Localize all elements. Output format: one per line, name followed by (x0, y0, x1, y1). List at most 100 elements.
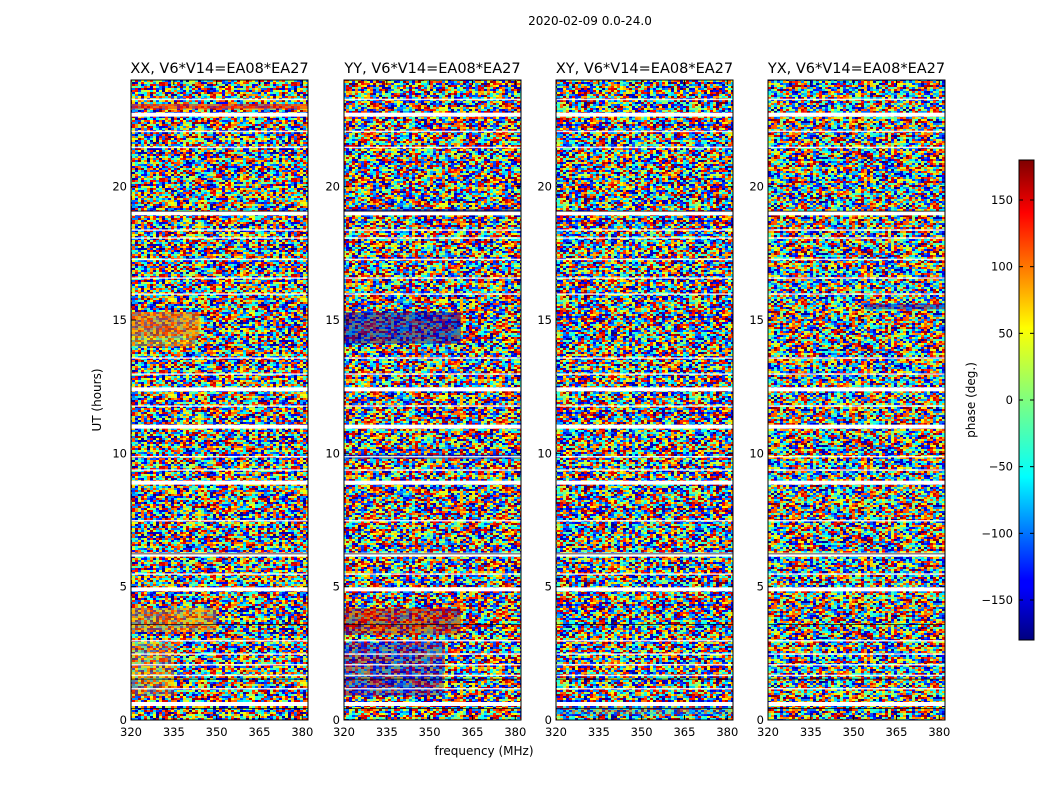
suptitle: 2020-02-09 0.0-24.0 (528, 14, 652, 28)
x-tick-label: 320 (120, 725, 142, 739)
flagged-row (131, 146, 308, 149)
y-tick-label: 5 (333, 580, 340, 594)
flagged-row (131, 277, 308, 279)
y-tick-label: 15 (112, 313, 127, 327)
flagged-band (556, 587, 733, 592)
flagged-row (344, 98, 521, 101)
phase-heatmap (768, 80, 945, 720)
edge-row (768, 210, 945, 212)
flagged-band (768, 702, 945, 706)
flagged-band (768, 112, 945, 117)
phase-feature (556, 706, 733, 715)
flagged-row (344, 573, 521, 575)
flagged-row (556, 640, 733, 642)
flagged-band (556, 387, 733, 392)
flagged-row (768, 277, 945, 279)
y-tick-label: 15 (749, 313, 764, 327)
flagged-band (131, 387, 308, 392)
y-tick-label: 10 (325, 446, 340, 460)
x-tick-label: 350 (843, 725, 865, 739)
x-tick-label: 320 (757, 725, 779, 739)
flagged-row (556, 237, 733, 239)
x-tick-label: 365 (461, 725, 483, 739)
panel-frame (555, 79, 734, 721)
phase-feature (131, 608, 217, 632)
y-axis-label: UT (hours) (90, 368, 104, 431)
phase-feature (131, 336, 197, 347)
flagged-row (344, 373, 521, 375)
panel-xy: XY, V6*V14=EA08*EA27 320 335 350 365 380 0 5 10 1… (537, 61, 738, 739)
flagged-row (131, 229, 308, 231)
flagged-row (768, 674, 945, 677)
flagged-row (556, 146, 733, 149)
flagged-band (768, 552, 945, 557)
flagged-row (131, 674, 308, 677)
edge-row (556, 210, 733, 212)
flagged-row (344, 653, 521, 655)
flagged-band (344, 387, 521, 392)
y-tick-label: 0 (120, 713, 127, 727)
flagged-band (344, 587, 521, 592)
flagged-row (556, 520, 733, 522)
phase-feature (131, 642, 174, 696)
flagged-row (768, 456, 945, 458)
edge-row (344, 678, 521, 680)
edge-row (556, 624, 733, 625)
x-tick-label: 380 (928, 725, 950, 739)
phase-feature (344, 608, 462, 635)
y-tick-label: 20 (749, 180, 764, 194)
colorbar-tick-label: −50 (989, 460, 1013, 474)
flagged-row (556, 664, 733, 666)
flagged-band (131, 480, 308, 485)
panel-xx: XX, V6*V14=EA08*EA27 320 335 350 365 380 0 5 10 1… (112, 61, 313, 739)
edge-row (556, 678, 733, 680)
x-tick-label: 320 (333, 725, 355, 739)
flagged-row (768, 293, 945, 295)
flagged-band (556, 424, 733, 429)
flagged-row (344, 258, 521, 261)
flagged-row (131, 98, 308, 101)
colorbar-label: phase (deg.) (964, 362, 978, 438)
flagged-band (131, 702, 308, 706)
flagged-row (344, 146, 521, 149)
colorbar-tick-label: 0 (1006, 393, 1013, 407)
flagged-row (556, 674, 733, 677)
y-tick-label: 0 (757, 713, 764, 727)
panel-frame (130, 79, 309, 721)
flagged-row (344, 293, 521, 295)
y-tick-label: 10 (749, 446, 764, 460)
colorbar: 150 100 50 0 −50 −100 −150 phase (deg.) (964, 159, 1035, 641)
panel-yx: YX, V6*V14=EA08*EA27 320 335 350 365 380 0 5 10 1… (749, 61, 950, 739)
flagged-row (768, 405, 945, 407)
flagged-row (556, 277, 733, 279)
y-tick-label: 20 (325, 180, 340, 194)
flagged-row (768, 653, 945, 655)
x-tick-label: 365 (885, 725, 907, 739)
flagged-row (768, 520, 945, 522)
flagged-row (344, 229, 521, 231)
x-tick-label: 365 (673, 725, 695, 739)
flagged-band (131, 552, 308, 557)
x-tick-label: 380 (291, 725, 313, 739)
flagged-band (344, 424, 521, 429)
flagged-row (131, 573, 308, 575)
flagged-row (344, 357, 521, 359)
x-tick-label: 350 (631, 725, 653, 739)
flagged-row (556, 293, 733, 295)
x-tick-label: 320 (545, 725, 567, 739)
edge-row (768, 624, 945, 625)
flagged-row (768, 373, 945, 375)
flagged-row (131, 293, 308, 295)
x-tick-label: 350 (419, 725, 441, 739)
colorbar-tick-label: 150 (991, 193, 1013, 207)
flagged-row (344, 405, 521, 407)
phase-feature (344, 312, 462, 344)
flagged-band (768, 480, 945, 485)
x-tick-label: 380 (716, 725, 738, 739)
y-tick-label: 15 (325, 313, 340, 327)
phase-heatmap (556, 80, 733, 720)
flagged-band (768, 387, 945, 392)
flagged-row (556, 98, 733, 101)
edge-row (556, 708, 733, 709)
